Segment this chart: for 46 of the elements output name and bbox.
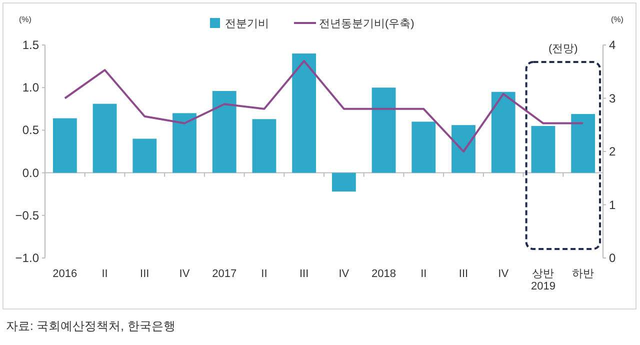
bar (52, 118, 77, 173)
y-axis-title: (%) (19, 15, 32, 24)
x-tick-label: 2016 (52, 268, 78, 280)
bar (212, 91, 236, 173)
y-tick-label: 1.0 (22, 80, 40, 95)
x-tick-label: 상반 2019 (530, 268, 556, 293)
bar (252, 119, 276, 173)
x-tick-label: 2017 (212, 268, 237, 280)
bar (571, 114, 596, 173)
x-tick-label: IV (338, 268, 350, 280)
bar (132, 138, 157, 173)
bar (172, 113, 196, 173)
y2-tick-label: 1 (609, 198, 616, 212)
y2-tick-label: 4 (609, 38, 616, 52)
y-tick-label: −1.0 (15, 251, 40, 265)
bar (332, 172, 356, 192)
x-tick-label: II (420, 268, 427, 280)
x-tick-label: III (458, 268, 468, 280)
text: 자료: 국회예산정책처, 한국은행 (6, 319, 176, 333)
y-tick-label: −0.5 (15, 208, 40, 222)
bar (372, 88, 396, 173)
x-tick-label: II (261, 268, 268, 280)
y-tick-label: 0.0 (22, 166, 40, 180)
y-tick-label: 0.5 (22, 123, 40, 138)
y2-tick-label: 2 (609, 144, 616, 158)
x-tick-label: 하반 (572, 268, 594, 280)
x-tick-label: III (299, 268, 309, 280)
bar (452, 125, 476, 173)
x-tick-label: IV (498, 268, 510, 280)
annotation: (전망) (548, 43, 578, 55)
x-tick-label: 2018 (372, 268, 396, 280)
legend-label: 전분기비 (225, 18, 269, 30)
y2-tick-label: 0 (609, 251, 616, 265)
legend-label: 전년동분기비(우축) (319, 18, 414, 30)
bar (531, 126, 556, 173)
bar (292, 54, 316, 173)
x-tick-label: II (102, 268, 108, 280)
line-series (64, 60, 584, 152)
y-tick-label: 1.5 (22, 38, 40, 52)
bar (412, 122, 436, 173)
y2-axis-title: (%) (611, 15, 624, 24)
x-tick-label: III (140, 268, 150, 280)
bar (491, 92, 516, 173)
y2-tick-label: 3 (609, 91, 616, 106)
x-tick-label: IV (179, 268, 190, 280)
bar (92, 104, 117, 173)
